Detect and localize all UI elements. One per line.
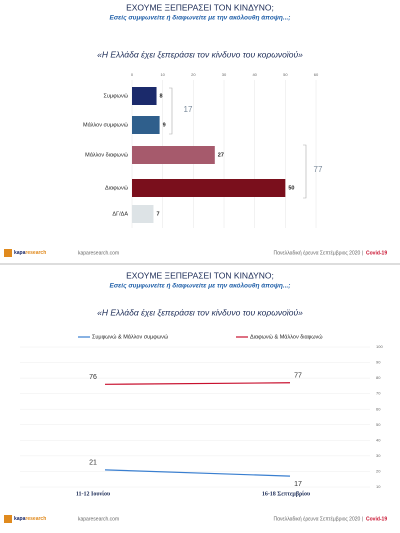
- site: kaparesearch.com: [78, 250, 119, 256]
- tag: Covid-19: [366, 250, 387, 256]
- y-tick-label: 40: [376, 437, 381, 442]
- note: Πανελλαδική έρευνα Σεπτέμβριος 2020 |: [273, 515, 363, 522]
- value-label: 77: [294, 373, 302, 380]
- x-tick-label: 0: [131, 72, 134, 77]
- value-label: 9: [163, 122, 166, 128]
- y-tick-label: 90: [376, 360, 381, 365]
- subtitle: Εσείς συμφωνείτε ή διαφωνείτε με την ακό…: [110, 282, 291, 290]
- y-tick-label: Μάλλον συμφωνώ: [83, 121, 129, 128]
- title: ΕΧΟΥΜΕ ΞΕΠΕΡΑΣΕΙ ΤΟΝ ΚΙΝΔΥΝΟ;: [126, 270, 274, 280]
- bar: [132, 179, 286, 197]
- y-tick-label: ΔΓ/ΔΑ: [112, 211, 128, 217]
- logo: kaparesearch: [14, 250, 46, 256]
- y-tick-label: Διαφωνώ: [105, 184, 129, 191]
- y-tick-label: Συμφωνώ: [104, 92, 129, 99]
- value-label: 50: [288, 185, 294, 191]
- logo-icon: [4, 515, 12, 523]
- tag: Covid-19: [366, 516, 387, 522]
- y-tick-label: Μάλλον διαφωνώ: [85, 151, 129, 158]
- y-tick-label: 80: [376, 375, 381, 380]
- title: ΕΧΟΥΜΕ ΞΕΠΕΡΑΣΕΙ ΤΟΝ ΚΙΝΔΥΝΟ;: [126, 2, 274, 12]
- legend-label: Συμφωνώ & Μάλλον συμφωνώ: [92, 333, 169, 340]
- bar: [132, 87, 157, 105]
- x-tick-label: 11-12 Ιουνίου: [76, 489, 110, 497]
- value-label: 21: [89, 460, 97, 467]
- logo-a: kapa: [14, 250, 26, 256]
- x-tick-label: 16-18 Σεπτεμβρίου: [262, 489, 310, 497]
- x-tick-label: 10: [160, 72, 165, 77]
- value-label: 76: [89, 374, 97, 381]
- value-label: 8: [160, 93, 163, 99]
- logo-b: research: [25, 250, 46, 256]
- site: kaparesearch.com: [78, 516, 119, 522]
- bar: [132, 205, 154, 223]
- slide-1: ΕΧΟΥΜΕ ΞΕΠΕΡΑΣΕΙ ΤΟΝ ΚΙΝΔΥΝΟ; Εσείς συμφ…: [4, 2, 387, 257]
- logo-icon: [4, 249, 12, 257]
- logo: kaparesearch: [14, 516, 46, 522]
- x-tick-label: 20: [191, 72, 196, 77]
- y-tick-label: 30: [376, 453, 381, 458]
- x-tick-label: 40: [252, 72, 257, 77]
- note: Πανελλαδική έρευνα Σεπτέμβριος 2020 |: [273, 249, 363, 256]
- caption: «Η Ελλάδα έχει ξεπεράσει τον κίνδυνο του…: [97, 49, 303, 59]
- bracket: [303, 144, 307, 199]
- bar: [132, 146, 215, 164]
- x-tick-label: 50: [283, 72, 288, 77]
- bar: [132, 116, 160, 134]
- value-label: 27: [218, 152, 224, 158]
- y-tick-label: 50: [376, 422, 381, 427]
- slide-2: ΕΧΟΥΜΕ ΞΕΠΕΡΑΣΕΙ ΤΟΝ ΚΙΝΔΥΝΟ; Εσείς συμφ…: [4, 270, 387, 523]
- y-tick-label: 60: [376, 406, 381, 411]
- annotation: 17: [184, 105, 193, 114]
- y-tick-label: 70: [376, 391, 381, 396]
- bracket: [169, 87, 173, 135]
- x-tick-label: 60: [314, 72, 319, 77]
- subtitle: Εσείς συμφωνείτε ή διαφωνείτε με την ακό…: [110, 14, 291, 22]
- value-label: 7: [156, 211, 159, 217]
- annotation: 77: [314, 165, 323, 174]
- caption: «Η Ελλάδα έχει ξεπεράσει τον κίνδυνο του…: [97, 307, 303, 317]
- y-tick-label: 10: [376, 484, 381, 489]
- value-label: 17: [294, 481, 302, 488]
- y-tick-label: 20: [376, 469, 381, 474]
- series-line: [104, 382, 291, 385]
- logo-b: research: [25, 516, 46, 522]
- x-tick-label: 30: [222, 72, 227, 77]
- y-tick-label: 100: [376, 344, 383, 349]
- logo-a: kapa: [14, 516, 26, 522]
- legend-label: Διαφωνώ & Μάλλον διαφωνώ: [250, 333, 323, 340]
- series-line: [104, 469, 291, 477]
